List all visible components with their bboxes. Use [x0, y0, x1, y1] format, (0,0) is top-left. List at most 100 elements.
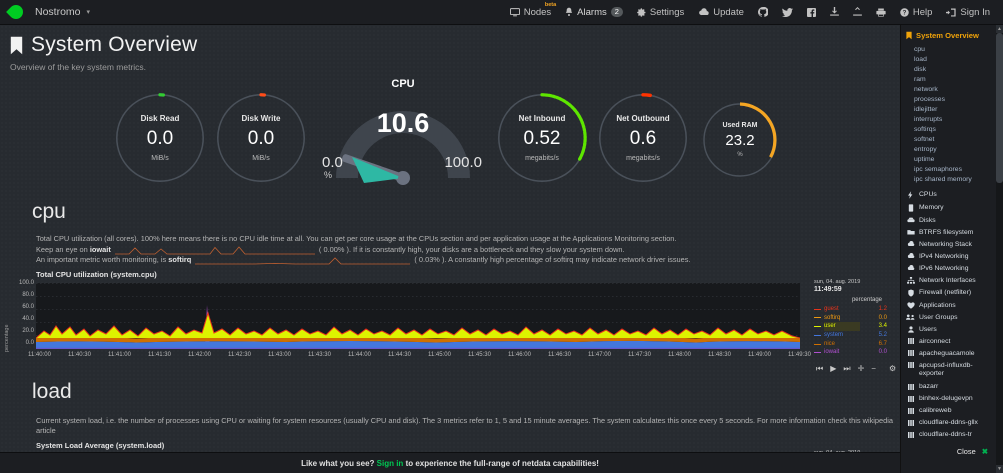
legend-item[interactable]: user 3.4: [814, 322, 887, 331]
twitter-icon: [781, 7, 793, 17]
sidebar-subitem-processes[interactable]: processes: [914, 95, 945, 103]
play-button[interactable]: ▶: [830, 364, 837, 374]
cpu-chart-toolbar[interactable]: ⏮ ▶ ⏭ ✛ − ⚙: [816, 364, 896, 374]
gauge-used-ram[interactable]: Used RAM 23.2 %: [700, 100, 780, 180]
export-icon: [853, 7, 862, 16]
gauge-disk-read[interactable]: Disk Read 0.0 MiB/s: [112, 90, 208, 186]
zoom-out-button[interactable]: −: [871, 364, 876, 374]
sidebar-item-cloudflare-ddns-gllx[interactable]: cloudflare-ddns-gllx: [901, 417, 996, 429]
legend-item[interactable]: iowait 0.0: [814, 348, 887, 357]
sidebar-item-cpus[interactable]: CPUs: [901, 188, 996, 201]
legend-value: 0.0: [878, 314, 887, 321]
legend-item[interactable]: nice 6.7: [814, 340, 887, 349]
legend-value: 0.0: [878, 349, 887, 356]
legend-item[interactable]: softirq 0.0: [814, 314, 887, 323]
sidebar-item-ipv4-networking[interactable]: IPv4 Networking: [901, 250, 996, 262]
nav-twitter[interactable]: [775, 0, 800, 25]
sidebar-item-label: apacheguacamole: [919, 349, 975, 357]
gauge-net-inbound[interactable]: Net Inbound 0.52 megabits/s: [494, 90, 590, 186]
nav-facebook[interactable]: [800, 0, 823, 25]
netdata-logo-icon[interactable]: [6, 2, 26, 22]
sitemap-icon: [906, 276, 915, 284]
sidebar-close-button[interactable]: Close ✖: [901, 441, 996, 460]
scrollbar-thumb[interactable]: [996, 33, 1003, 183]
nav-print[interactable]: [869, 0, 893, 25]
nav-update[interactable]: Update: [691, 0, 751, 25]
sidebar-item-apcupsd-influxdb-exporter[interactable]: apcupsd-influxdb-exporter: [901, 359, 996, 381]
sidebar-item-ipv6-networking[interactable]: IPv6 Networking: [901, 262, 996, 274]
cpu-xtick: 11:45:00: [428, 351, 451, 358]
sidebar-item-memory[interactable]: Memory: [901, 201, 996, 214]
sidebar-subitem-softirqs[interactable]: softirqs: [914, 125, 936, 133]
sidebar-subitem-ipc-shared-memory[interactable]: ipc shared memory: [914, 175, 972, 183]
sidebar-subitem-entropy[interactable]: entropy: [914, 145, 937, 153]
sidebar-subitem-network[interactable]: network: [914, 85, 938, 93]
nav-help[interactable]: ? Help: [893, 0, 940, 25]
chart-settings-button[interactable]: ⚙: [888, 364, 897, 374]
sidebar-item-networking-stack[interactable]: Networking Stack: [901, 238, 996, 250]
sidebar-item-user-groups[interactable]: User Groups: [901, 311, 996, 323]
sidebar-item-applications[interactable]: Applications: [901, 299, 996, 311]
cpu-chart-plot[interactable]: [36, 282, 800, 349]
legend-label: system: [824, 332, 844, 338]
legend-label: user: [824, 322, 860, 331]
sidebar-item-binhex-delugevpn[interactable]: binhex-delugevpn: [901, 393, 996, 405]
gauge-cpu[interactable]: CPU 10.6 0.0 % 100.0: [318, 78, 488, 190]
brand-hostname[interactable]: Nostromo: [35, 6, 81, 18]
nav-import[interactable]: [823, 0, 846, 25]
signin-banner: Like what you see? Sign in to experience…: [0, 452, 900, 473]
nav-github[interactable]: [751, 0, 775, 25]
sidebar-item-bazarr[interactable]: bazarr: [901, 381, 996, 393]
sidebar-item-calibreweb[interactable]: calibreweb: [901, 405, 996, 417]
nav-export[interactable]: [846, 0, 869, 25]
nav-nodes[interactable]: Nodes beta: [503, 0, 558, 25]
nav-signin[interactable]: Sign In: [939, 0, 997, 25]
cpu-chart[interactable]: percentage 100.0 80.0 60.0 40.0 20.0 0.0: [0, 279, 900, 374]
sidebar-subitem-disk[interactable]: disk: [914, 65, 927, 73]
sidebar-subitem-ram[interactable]: ram: [914, 75, 926, 83]
gauge-net-outbound[interactable]: Net Outbound 0.6 megabits/s: [595, 90, 691, 186]
cpu-xtick: 11:41:30: [148, 351, 171, 358]
sidebar-subitem-idlejitter[interactable]: idlejitter: [914, 105, 938, 113]
rewind-button[interactable]: ⏮: [816, 363, 824, 373]
chevron-down-icon[interactable]: ▾: [86, 9, 91, 16]
cpu-ytick: 40.0: [22, 315, 34, 322]
sidebar-item-system-overview[interactable]: System Overview: [901, 25, 996, 44]
sidebar-scrollbar[interactable]: ▲ ▼: [996, 25, 1003, 473]
net-outbound-ring: [599, 93, 687, 182]
scroll-down-arrow[interactable]: ▼: [996, 465, 1003, 473]
beta-tag: beta: [544, 1, 557, 8]
gauge-title: Net Inbound: [518, 114, 566, 123]
scroll-up-arrow[interactable]: ▲: [996, 25, 1003, 33]
banner-signin-link[interactable]: Sign in: [376, 458, 404, 468]
forward-button[interactable]: ⏭: [843, 363, 851, 373]
nav-alarms[interactable]: Alarms 2: [558, 0, 630, 25]
used-ram-readout: Used RAM 23.2 %: [700, 100, 780, 180]
nav-settings[interactable]: Settings: [630, 0, 691, 25]
sidebar-item-btrfs-filesystem[interactable]: BTRFS filesystem: [901, 226, 996, 238]
sidebar-item-network-interfaces[interactable]: Network Interfaces: [901, 274, 996, 286]
sidebar-item-disks[interactable]: Disks: [901, 214, 996, 226]
sidebar-item-apacheguacamole[interactable]: apacheguacamole: [901, 347, 996, 359]
sidebar-subitem-cpu[interactable]: cpu: [914, 45, 925, 53]
sidebar-subitem-uptime[interactable]: uptime: [914, 155, 935, 163]
legend-item[interactable]: guest 1.2: [814, 305, 887, 314]
legend-value: 1.2: [878, 305, 887, 312]
legend-item[interactable]: system 5.2: [814, 331, 887, 340]
page-header: System Overview Overview of the key syst…: [0, 25, 900, 72]
sidebar-subitem-interrupts[interactable]: interrupts: [914, 115, 943, 123]
cpu-chart-title: Total CPU utilization (system.cpu): [36, 269, 157, 279]
sidebar-item-firewall[interactable]: Firewall (netfilter): [901, 286, 996, 299]
zoom-in-button[interactable]: ✛: [857, 364, 865, 374]
sidebar-item-airconnect[interactable]: airconnect: [901, 335, 996, 347]
sidebar-item-users[interactable]: Users: [901, 323, 996, 335]
sidebar-item-cloudflare-ddns-tr[interactable]: cloudflare-ddns-tr: [901, 429, 996, 441]
gauge-units: MiB/s: [151, 155, 169, 162]
gauge-value: 23.2: [725, 132, 755, 149]
gauge-disk-write[interactable]: Disk Write 0.0 MiB/s: [213, 90, 309, 186]
sidebar-subitem-softnet[interactable]: softnet: [914, 135, 935, 143]
sidebar-subitem-ipc-semaphores[interactable]: ipc semaphores: [914, 165, 962, 173]
sidebar-subitem-load[interactable]: load: [914, 55, 927, 63]
cloud-icon: [699, 8, 709, 16]
banner-prefix: Like what you see?: [301, 458, 375, 468]
